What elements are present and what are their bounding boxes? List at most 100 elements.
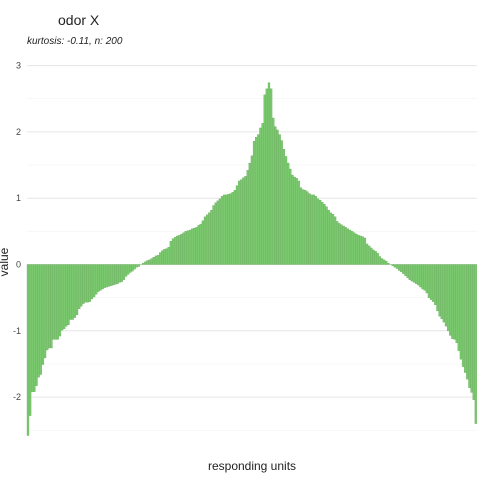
bar [378,256,382,265]
bar [197,225,200,265]
bar [301,189,305,265]
bar [150,258,153,265]
bar [404,264,407,276]
bar [220,196,224,265]
bar [195,227,198,265]
bar [346,228,350,265]
bar [105,264,109,288]
bar [161,250,164,265]
bar [28,264,32,416]
bar [333,216,337,265]
bar [184,231,187,265]
bar [400,264,403,272]
bar [225,194,228,265]
bar [167,247,170,265]
bar [355,233,358,265]
bar [338,223,341,265]
bar [312,194,315,265]
bar [304,190,307,265]
bar [208,212,211,265]
bar [314,196,318,265]
x-axis-label: responding units [208,459,296,473]
bar [414,264,418,284]
bar [127,264,130,275]
bar [71,264,74,320]
bar [321,202,324,265]
bar [156,255,160,265]
bar [120,264,123,282]
bar [299,187,303,265]
bar [284,156,288,265]
bar [54,264,57,340]
bar [169,241,172,265]
bar [212,205,215,265]
bar [361,236,364,265]
bar [470,264,473,393]
bar [41,264,45,365]
bar [327,209,330,265]
bar [101,264,104,290]
bar [137,264,141,267]
bar [46,264,49,351]
bar [340,224,343,265]
bar [336,221,339,265]
bar [107,264,111,287]
bar [233,190,236,265]
bar [293,176,296,265]
bar [52,264,55,340]
bar [218,198,222,265]
y-tick-label: 1 [16,193,21,203]
bar [397,264,401,271]
bar [248,162,251,265]
bar [246,170,249,265]
bar [78,264,81,310]
bar [223,194,226,265]
bar [297,180,300,265]
bar [90,264,94,300]
bar [446,264,450,331]
bar [84,264,87,303]
bar [216,200,219,265]
bar [210,209,213,265]
bar [468,264,471,388]
bar [201,220,204,265]
bar [329,212,332,265]
bar [425,264,428,294]
bar [259,127,262,265]
chart-subtitle: kurtosis: -0.11, n: 200 [27,36,123,47]
bar [58,264,62,337]
bar [88,264,91,302]
bar [244,176,247,265]
bar [474,264,477,424]
bar [146,260,149,265]
bar [229,193,232,265]
bar [205,214,209,265]
bar [152,257,155,265]
bar [257,134,260,265]
bar [180,233,183,265]
bar [359,235,362,265]
bar [31,264,34,392]
bar [35,264,38,386]
bar [427,264,431,298]
bar [306,191,309,265]
bar [444,264,448,327]
bar [380,258,384,265]
bar [191,228,194,265]
bar [348,229,352,265]
bar [453,264,456,340]
bar [267,82,271,265]
bar [263,94,266,265]
y-tick-label: 3 [16,61,21,71]
bar [457,264,460,351]
bar [310,194,313,265]
bar [365,243,369,265]
bar [344,227,347,265]
bar [193,227,196,265]
y-tick-label: 0 [16,260,21,270]
bar [122,264,126,280]
bar [391,264,394,266]
bar [227,194,230,265]
bar [442,264,445,323]
